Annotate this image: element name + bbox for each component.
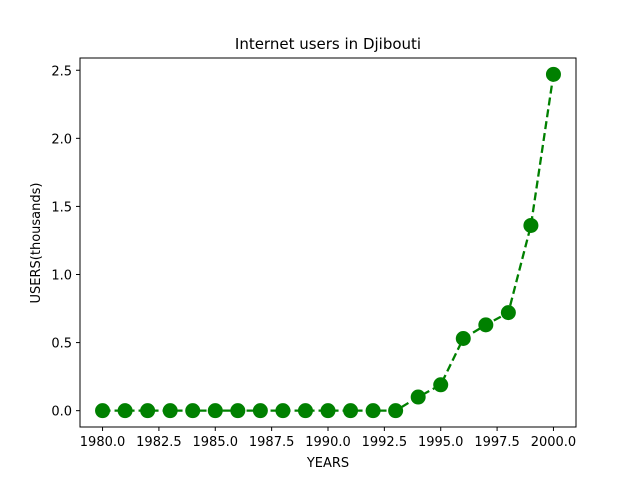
- data-point: [275, 403, 291, 419]
- data-point: [117, 403, 133, 419]
- data-point: [545, 66, 561, 82]
- data-point: [162, 403, 178, 419]
- data-point: [478, 317, 494, 333]
- x-tick-label: 1992.5: [362, 435, 408, 450]
- data-point: [523, 217, 539, 233]
- x-tick-label: 1995.0: [418, 435, 464, 450]
- x-tick-label: 1985.0: [193, 435, 239, 450]
- chart-title: Internet users in Djibouti: [235, 35, 421, 53]
- y-tick-label: 2.5: [51, 64, 72, 79]
- series-line: [102, 74, 555, 412]
- x-tick-label: 1987.5: [249, 435, 295, 450]
- data-point: [365, 403, 381, 419]
- data-point: [230, 403, 246, 419]
- data-point: [320, 403, 336, 419]
- y-tick-label: 1.5: [51, 200, 72, 215]
- plot-area: 1980.0 1982.5 1985.0 1987.5 1990.0 1992.5 1995…: [51, 57, 577, 450]
- y-tick-label: 0.0: [51, 405, 72, 420]
- data-point: [343, 403, 359, 419]
- series-layer: [95, 66, 561, 419]
- data-point: [433, 377, 449, 393]
- data-point: [185, 403, 201, 419]
- x-tick-label: 1997.5: [474, 435, 520, 450]
- data-point: [207, 403, 223, 419]
- x-axis-label: YEARS: [306, 456, 349, 471]
- x-axis-ticks: 1980.0 1982.5 1985.0 1987.5 1990.0 1992.5 1995…: [80, 427, 576, 450]
- y-tick-label: 2.0: [51, 132, 72, 147]
- y-axis-ticks: 0.0 0.5 1.0 1.5 2.0 2.5: [51, 64, 80, 420]
- x-tick-label: 1980.0: [80, 435, 126, 450]
- y-tick-label: 1.0: [51, 268, 72, 283]
- data-point: [95, 403, 111, 419]
- data-point: [297, 403, 313, 419]
- x-tick-label: 1982.5: [136, 435, 182, 450]
- data-point: [388, 403, 404, 419]
- y-tick-label: 0.5: [51, 337, 72, 352]
- data-point: [410, 389, 426, 405]
- x-tick-label: 2000.0: [531, 435, 577, 450]
- data-point: [252, 403, 268, 419]
- data-point: [140, 403, 156, 419]
- data-point: [500, 305, 516, 321]
- x-tick-label: 1990.0: [305, 435, 351, 450]
- y-axis-label: USERS(thousands): [29, 183, 44, 304]
- data-point: [455, 330, 471, 346]
